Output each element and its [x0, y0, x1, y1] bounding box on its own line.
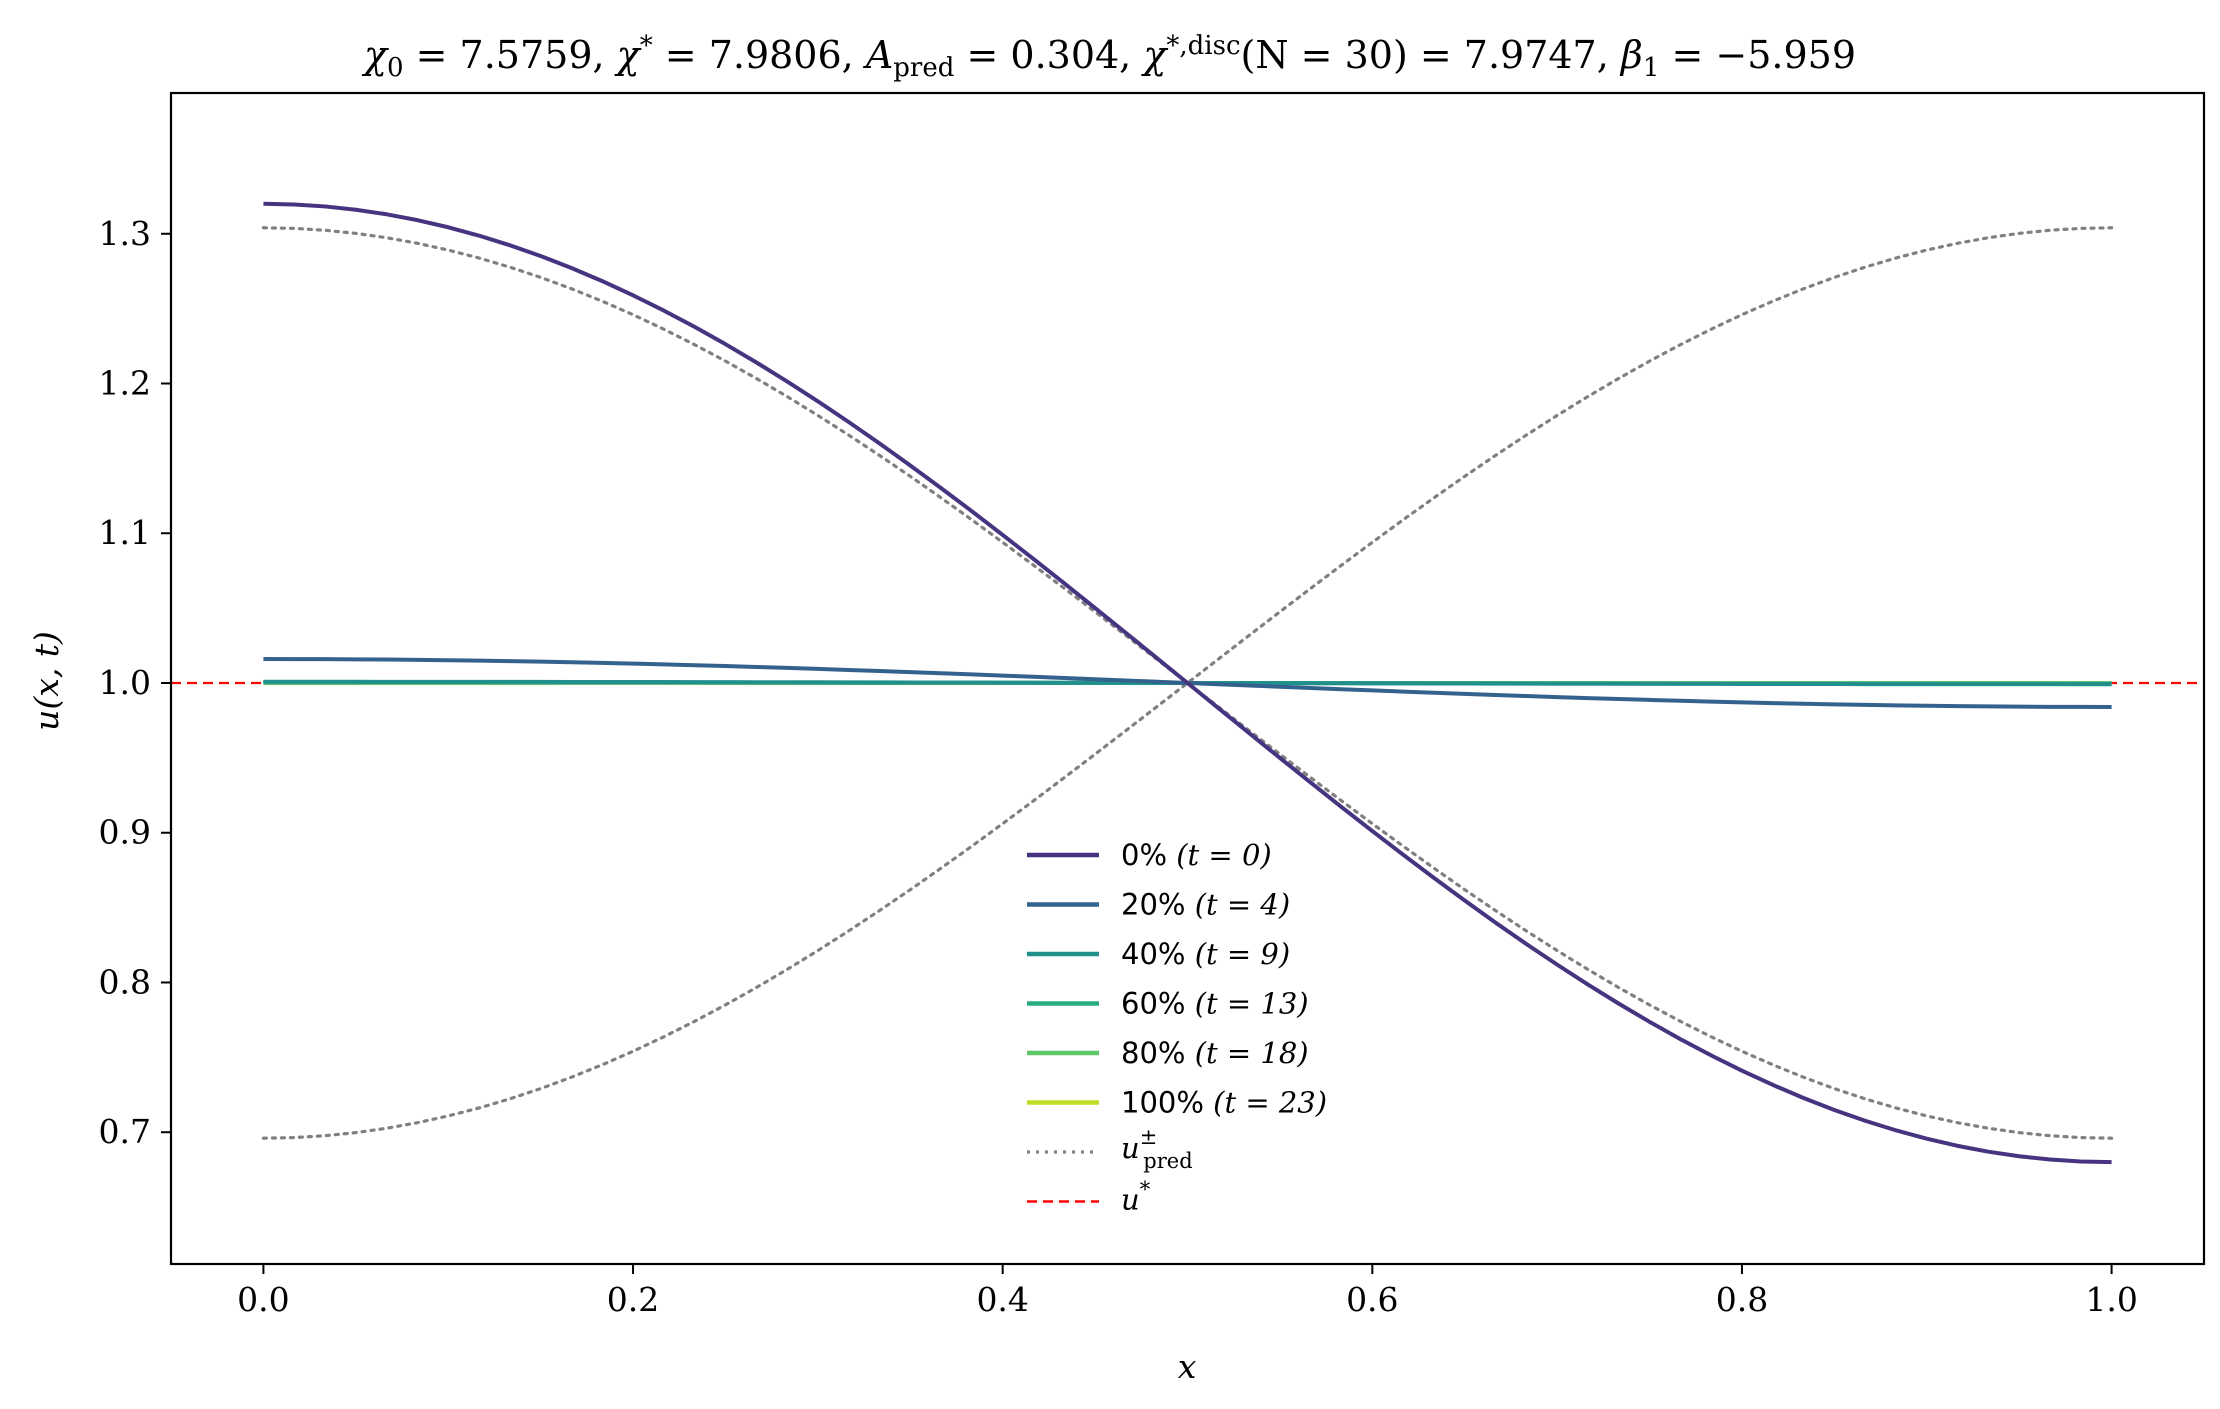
legend-label-4: 80% (t = 18) [1121, 1036, 1309, 1070]
x-tick-label: 0.8 [1716, 1280, 1768, 1319]
x-tick-label: 0.2 [607, 1280, 659, 1319]
y-tick-label: 1.3 [99, 214, 151, 253]
title-chi0-sub: 0 [387, 53, 404, 83]
series-u-pred-minus [261, 226, 2114, 1140]
title-beta-val: = −5.959 [1659, 33, 1856, 77]
y-tick-label: 1.0 [99, 663, 151, 702]
legend: 0% (t = 0) 20% (t = 4) 40% (t = 9) 60% (t =… [1027, 838, 1327, 1217]
x-tick-label: 0.0 [237, 1280, 289, 1319]
x-tick-label: 0.4 [976, 1280, 1028, 1319]
title-chidisc-val: (N = 30) = 7.9747, [1241, 33, 1621, 77]
y-tick-label: 0.7 [99, 1112, 151, 1151]
legend-label-0: 0% (t = 0) [1121, 838, 1272, 872]
x-tick-label: 1.0 [2085, 1280, 2137, 1319]
title-chistar-sup: * [640, 31, 653, 61]
title-chi0: χ [361, 33, 389, 77]
title-chistar: χ [614, 33, 642, 77]
legend-label-2: 40% (t = 9) [1121, 937, 1290, 971]
x-axis-ticks: 0.0 0.2 0.4 0.6 0.8 1.0 [237, 1264, 2138, 1319]
y-tick-label: 1.1 [99, 513, 151, 552]
title-beta-sub: 1 [1643, 53, 1660, 83]
title-apred-val: = 0.304, [954, 33, 1143, 77]
title-chidisc: χ [1140, 33, 1168, 77]
title-apred-sub: pred [893, 53, 954, 83]
title-chidisc-sup: *,disc [1166, 31, 1240, 61]
chart-title: χ0 = 7.5759, χ* = 7.9806, Apred = 0.304,… [361, 31, 1856, 83]
y-axis-ticks: 0.7 0.8 0.9 1.0 1.1 1.2 1.3 [99, 214, 171, 1151]
legend-label-pred: u± pred [1121, 1125, 1193, 1173]
y-tick-label: 1.2 [99, 364, 151, 403]
y-tick-label: 0.8 [99, 962, 151, 1001]
y-tick-label: 0.9 [99, 813, 151, 852]
y-axis-label: u(x, t) [27, 631, 66, 731]
series-u-pred-plus [261, 226, 2114, 1140]
x-tick-label: 0.6 [1346, 1280, 1398, 1319]
legend-label-3: 60% (t = 13) [1121, 987, 1309, 1021]
x-axis-label: x [1178, 1347, 1197, 1386]
title-chi0-val: = 7.5759, [404, 33, 617, 77]
series-line-0 [263, 201, 2112, 1165]
title-chistar-val: = 7.9806, [653, 33, 866, 77]
legend-label-5: 100% (t = 23) [1121, 1086, 1327, 1120]
legend-label-1: 20% (t = 4) [1121, 888, 1290, 922]
title-beta: β [1619, 33, 1643, 77]
plot-frame [169, 91, 2206, 1266]
title-apred: A [863, 33, 893, 77]
legend-label-ref: u* [1121, 1178, 1151, 1217]
curves-layer [171, 201, 2204, 1165]
